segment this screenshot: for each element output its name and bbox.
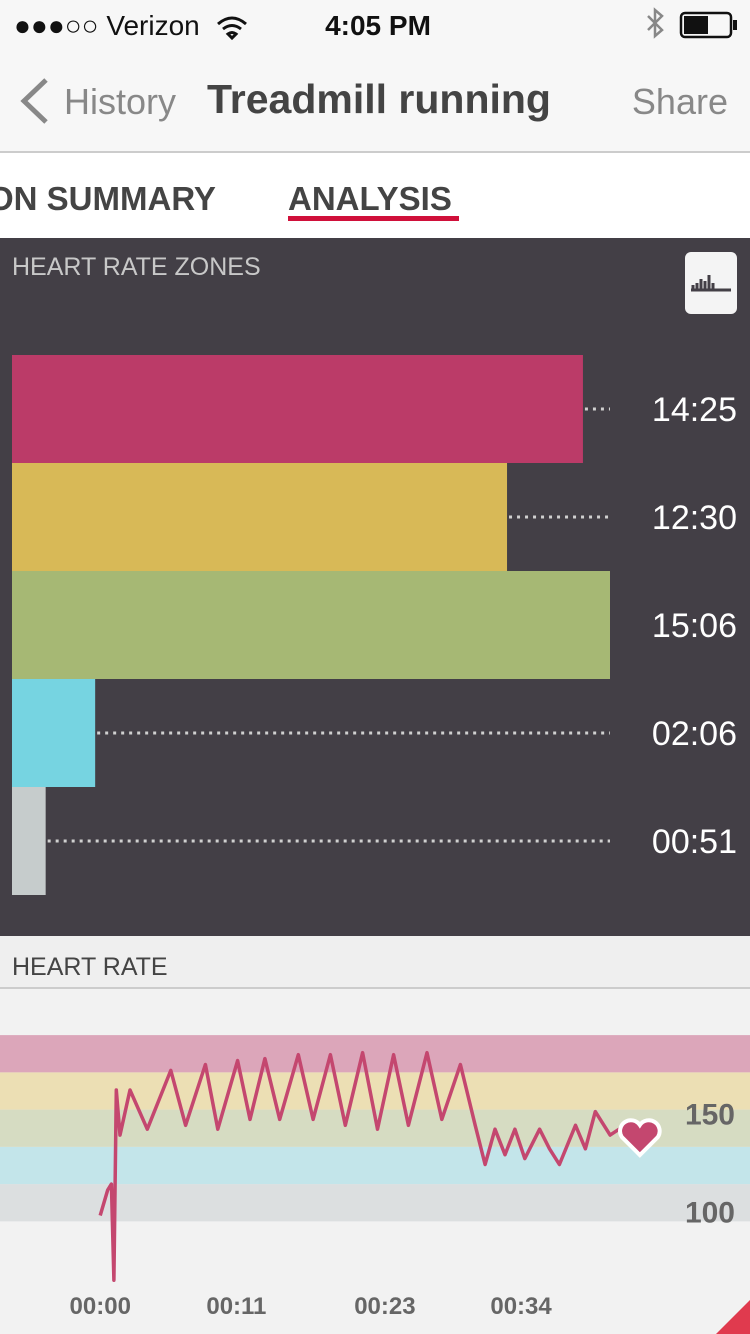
battery [679,11,733,39]
zone-duration: 02:06 [652,715,737,753]
chart-toggle[interactable] [685,252,737,314]
zone-bar [12,679,96,787]
x-tick-label: 00:34 [490,1293,552,1320]
battery-level [684,16,708,34]
header-bg [0,0,750,152]
bluetooth-icon [647,7,664,39]
chart-toggle-icon [691,275,731,292]
battery-tip [733,20,737,30]
heart-marker [618,1118,662,1158]
zone-duration: 12:30 [652,499,737,537]
hr-title: HEART RATE [12,953,168,981]
tab-active[interactable]: ANALYSIS [288,180,452,217]
tab-bar [0,153,750,238]
zone-bar [12,571,610,679]
zone-band [0,1072,750,1110]
back-button[interactable]: History [64,81,176,122]
clock: 4:05 PM [325,10,431,41]
zone-bar [12,355,583,463]
page-title: Treadmill running [207,76,551,122]
corner-mark [716,1300,750,1334]
y-tick-label: 150 [685,1099,735,1132]
zone-band [0,1184,750,1222]
zone-duration: 00:51 [652,823,737,861]
tab-underline [288,216,459,221]
zone-band [0,1035,750,1073]
hr-header [0,936,750,988]
zone-duration: 14:25 [652,391,737,429]
zones-title: HEART RATE ZONES [12,253,261,281]
x-tick-label: 00:00 [70,1293,131,1320]
y-tick-label: 100 [685,1197,735,1230]
zone-band [0,1146,750,1185]
tab[interactable]: ON SUMMARY [0,180,216,217]
zone-bar [12,787,46,895]
x-tick-label: 00:23 [354,1293,415,1320]
hr-line [98,1050,641,1282]
share-button[interactable]: Share [632,81,728,122]
wifi-icon [217,16,247,41]
x-tick-label: 00:11 [206,1293,266,1320]
carrier: ●●●○○ Verizon [14,10,200,41]
zone-bar [12,463,508,571]
zone-duration: 15:06 [652,607,737,645]
back-chevron[interactable] [20,78,48,124]
hr-chart: 100 150 00:00 00:11 00:23 00:34 [0,1035,750,1320]
